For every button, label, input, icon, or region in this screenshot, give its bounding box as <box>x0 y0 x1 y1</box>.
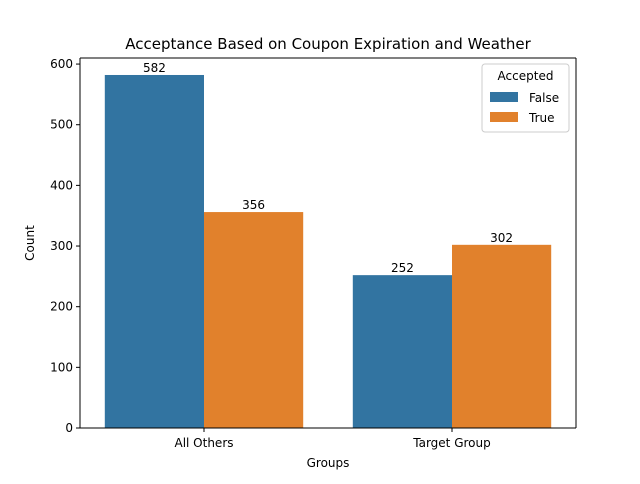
x-axis-label: Groups <box>307 456 350 470</box>
y-tick-label: 500 <box>50 118 73 132</box>
bar <box>104 74 204 428</box>
bar-value-label: 356 <box>242 198 265 212</box>
legend-title: Accepted <box>498 69 554 83</box>
bar <box>452 244 552 428</box>
legend-label: False <box>529 91 559 105</box>
legend-label: True <box>528 111 555 125</box>
chart-title: Acceptance Based on Coupon Expiration an… <box>125 35 531 53</box>
y-tick-label: 0 <box>65 421 73 435</box>
x-axis: All Others Target Group <box>174 428 491 450</box>
legend: Accepted False True <box>481 63 570 133</box>
y-tick-label: 600 <box>50 57 73 71</box>
bars-layer <box>104 74 552 428</box>
y-tick-label: 200 <box>50 300 73 314</box>
x-tick-label: All Others <box>174 436 233 450</box>
bar-value-label: 302 <box>490 231 513 245</box>
y-axis: 0 100 200 300 400 500 600 <box>50 57 80 435</box>
bar-labels-layer: 582 356 252 302 <box>143 61 513 275</box>
y-axis-label: Count <box>23 225 37 261</box>
legend-entries: False True <box>490 91 559 125</box>
y-tick-label: 400 <box>50 178 73 192</box>
bar-value-label: 582 <box>143 61 166 75</box>
legend-swatch <box>490 112 518 122</box>
legend-swatch <box>490 92 518 102</box>
bar-value-label: 252 <box>391 261 414 275</box>
bar <box>352 275 452 428</box>
y-tick-label: 100 <box>50 360 73 374</box>
x-tick-label: Target Group <box>412 436 490 450</box>
bar <box>204 212 304 428</box>
y-tick-label: 300 <box>50 239 73 253</box>
